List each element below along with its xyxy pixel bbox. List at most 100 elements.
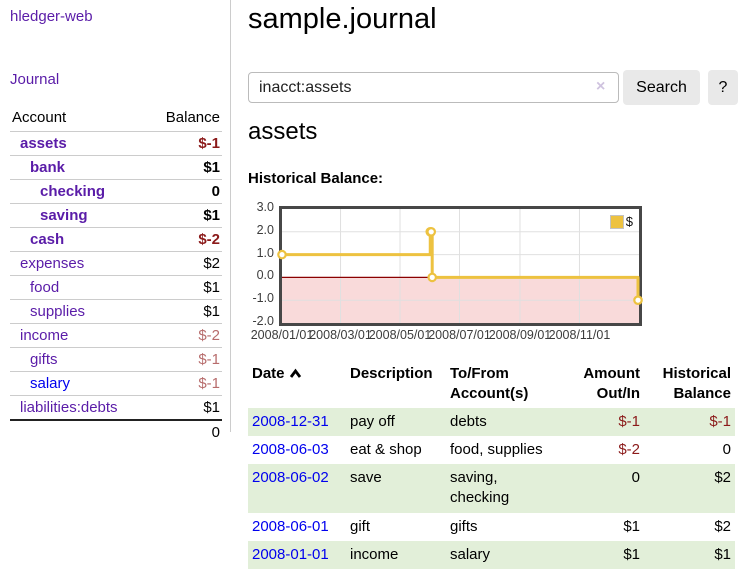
y-axis-tick-label: -1.0 xyxy=(252,291,274,306)
transaction-accounts: salary xyxy=(450,545,491,563)
x-axis-tick-label: 2008/11/01 xyxy=(548,328,611,342)
register-table: Date Description To/From Account(s) Amou… xyxy=(248,361,735,569)
transaction-amount: 0 xyxy=(631,469,640,486)
account-row: cash $-2 xyxy=(10,227,222,252)
x-axis-tick-label: 2008/07/01 xyxy=(428,328,491,342)
transaction-date-link[interactable]: 2008-06-01 xyxy=(252,517,329,535)
x-axis-tick-label: 2008/01/01 xyxy=(250,328,314,342)
accounts-header-account: Account xyxy=(12,109,67,126)
account-link[interactable]: gifts xyxy=(30,351,58,368)
register-header-date[interactable]: Date xyxy=(248,361,346,408)
transaction-accounts: gifts xyxy=(450,517,478,535)
account-row: assets $-1 xyxy=(10,131,222,156)
transaction-balance: 0 xyxy=(722,440,731,458)
transaction-accounts: saving, checking xyxy=(450,469,510,507)
account-link[interactable]: bank xyxy=(30,159,66,176)
account-balance: $1 xyxy=(148,155,222,180)
account-balance: $1 xyxy=(148,203,222,228)
account-balance: $1 xyxy=(148,395,222,420)
account-link[interactable]: salary xyxy=(30,375,71,392)
account-balance: $-2 xyxy=(148,323,222,348)
account-link[interactable]: income xyxy=(20,327,69,344)
chart-plot-area: $ xyxy=(277,206,643,326)
y-axis-tick-label: 2.0 xyxy=(256,222,274,237)
account-row: expenses $2 xyxy=(10,251,222,276)
account-row: bank $1 xyxy=(10,155,222,180)
account-balance: $-1 xyxy=(148,131,222,156)
account-link[interactable]: liabilities:debts xyxy=(20,399,118,416)
transaction-amount: $1 xyxy=(623,517,640,535)
account-balance: 0 xyxy=(148,179,222,204)
y-axis-tick-label: 3.0 xyxy=(256,200,274,214)
account-link[interactable]: checking xyxy=(40,183,106,200)
account-balance: $-1 xyxy=(148,347,222,372)
legend-swatch-icon xyxy=(609,214,624,229)
account-link[interactable]: supplies xyxy=(30,303,86,320)
transaction-amount: $-2 xyxy=(618,440,640,458)
transaction-date-link[interactable]: 2008-12-31 xyxy=(252,412,329,430)
account-row: checking 0 xyxy=(10,179,222,204)
register-row: 2008-06-01 gift gifts $1 $2 xyxy=(248,513,735,541)
account-link[interactable]: assets xyxy=(20,135,67,152)
account-row: saving $1 xyxy=(10,203,222,228)
chart-legend: $ xyxy=(609,214,633,229)
register-header-description: Description xyxy=(350,365,433,382)
register-row: 2008-01-01 income salary $1 $1 xyxy=(248,540,735,569)
account-balance: $2 xyxy=(148,251,222,276)
main-content: sample.journal × Search ? assets Histori… xyxy=(248,0,738,582)
x-axis-tick-label: 2008/03/01 xyxy=(309,328,372,342)
transaction-accounts: food, supplies xyxy=(450,440,543,458)
y-axis-tick-label: 1.0 xyxy=(256,245,274,260)
account-row: supplies $1 xyxy=(10,299,222,324)
account-row: salary $-1 xyxy=(10,371,222,396)
register-header-balance: Historical Balance xyxy=(662,365,731,403)
search-bar: × Search ? xyxy=(248,70,738,106)
account-link[interactable]: expenses xyxy=(20,255,85,272)
account-link[interactable]: cash xyxy=(30,231,65,248)
account-balance: $1 xyxy=(148,275,222,300)
search-input[interactable] xyxy=(248,72,619,103)
transaction-accounts: debts xyxy=(450,412,487,430)
accounts-total-value: 0 xyxy=(148,419,222,444)
transaction-date-link[interactable]: 2008-06-02 xyxy=(252,469,329,486)
transaction-description: eat & shop xyxy=(350,440,422,458)
transaction-description: income xyxy=(350,545,399,563)
x-axis-tick-label: 2008/09/01 xyxy=(488,328,552,342)
transaction-amount: $-1 xyxy=(618,412,640,430)
historical-balance-chart: $ 3.0 2.0 1.0 0.0 -1.0 -2.0 2008/01/01 2008/03… xyxy=(248,199,738,349)
account-row: liabilities:debts $1 xyxy=(10,395,222,420)
transaction-amount: $1 xyxy=(623,545,640,563)
accounts-total-row: 0 xyxy=(10,419,222,444)
account-balance: $-1 xyxy=(148,371,222,396)
transaction-description: save xyxy=(350,469,382,486)
app-title-link[interactable]: hledger-web xyxy=(10,8,93,25)
page-title: sample.journal xyxy=(248,3,437,35)
account-balance: $1 xyxy=(148,299,222,324)
transaction-balance: $2 xyxy=(714,469,731,486)
account-link[interactable]: saving xyxy=(40,207,88,224)
sort-ascending-icon xyxy=(289,368,301,378)
transaction-date-link[interactable]: 2008-06-03 xyxy=(252,440,329,458)
y-axis-tick-label: -2.0 xyxy=(252,314,274,328)
y-axis-tick-label: 0.0 xyxy=(256,268,274,283)
help-button[interactable]: ? xyxy=(708,70,738,105)
account-row: income $-2 xyxy=(10,323,222,348)
register-row: 2008-12-31 pay off debts $-1 $-1 xyxy=(248,407,735,436)
account-row: gifts $-1 xyxy=(10,347,222,372)
clear-search-icon[interactable]: × xyxy=(596,78,606,95)
accounts-table: Account Balance assets $-1 bank $1 checking 0… xyxy=(10,106,222,444)
legend-label: $ xyxy=(625,214,633,229)
transaction-balance: $-1 xyxy=(709,412,731,430)
search-button[interactable]: Search xyxy=(623,70,700,105)
transaction-description: gift xyxy=(350,517,371,535)
account-row: food $1 xyxy=(10,275,222,300)
account-heading: assets xyxy=(248,118,318,145)
transaction-balance: $2 xyxy=(714,517,731,535)
transaction-date-link[interactable]: 2008-01-01 xyxy=(252,545,329,563)
x-axis-tick-label: 2008/05/01 xyxy=(368,328,432,342)
sidebar: hledger-web Journal Account Balance asse… xyxy=(0,0,231,444)
transaction-description: pay off xyxy=(350,412,395,430)
sidebar-item-journal[interactable]: Journal xyxy=(10,71,60,88)
account-link[interactable]: food xyxy=(30,279,60,296)
register-row: 2008-06-03 eat & shop food, supplies $-2 0 xyxy=(248,436,735,464)
